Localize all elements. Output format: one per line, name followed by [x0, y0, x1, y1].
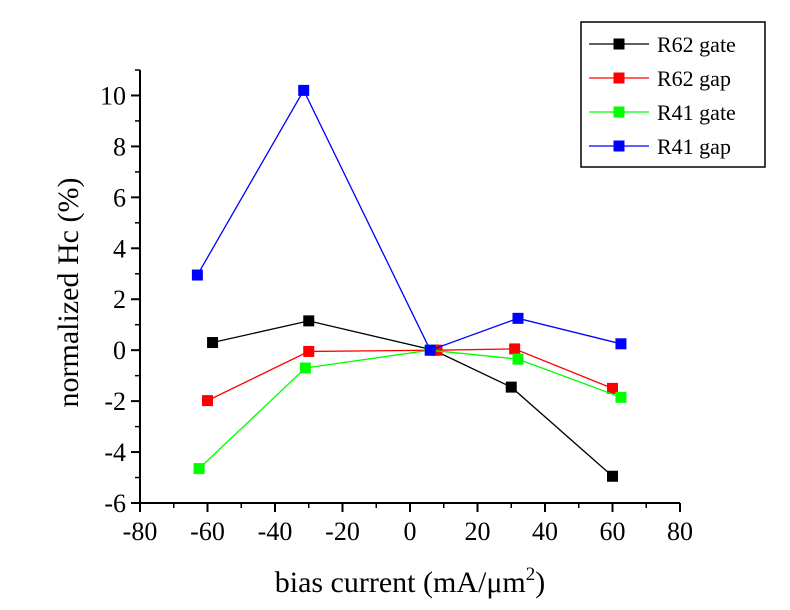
x-tick-label: -40	[258, 517, 293, 546]
series-1	[207, 315, 618, 482]
x-tick-label: -20	[325, 517, 360, 546]
data-point	[303, 345, 315, 357]
legend-marker	[613, 38, 625, 50]
legend-marker	[613, 106, 625, 118]
series-layer	[191, 84, 627, 482]
data-point	[298, 84, 310, 96]
y-tick-label: -4	[104, 438, 126, 467]
data-point	[299, 362, 311, 374]
data-point	[424, 344, 436, 356]
series-line	[198, 349, 622, 470]
data-point	[303, 315, 315, 327]
data-point	[505, 381, 517, 393]
legend-marker	[613, 140, 625, 152]
series-line	[207, 348, 613, 402]
series-3	[193, 344, 627, 475]
data-point	[512, 353, 524, 365]
legend-label: R41 gap	[657, 134, 731, 159]
data-point	[431, 344, 443, 356]
data-point	[615, 338, 627, 350]
y-tick-label: -2	[104, 387, 126, 416]
y-tick-label: 0	[113, 336, 126, 365]
x-axis-title: bias current (mA/μm2)	[275, 564, 546, 599]
series-2	[202, 343, 618, 407]
x-tick-label: -80	[123, 517, 158, 546]
x-tick-label: -60	[190, 517, 225, 546]
data-point	[607, 382, 618, 394]
legend-label: R62 gap	[657, 66, 731, 91]
x-tick-label: 80	[667, 517, 693, 546]
x-tick-label: 60	[600, 517, 626, 546]
data-point	[509, 343, 521, 355]
data-point	[202, 395, 213, 407]
data-point	[191, 269, 203, 281]
y-tick-label: 6	[113, 183, 126, 212]
x-tick-label: 0	[404, 517, 417, 546]
data-point	[512, 312, 524, 324]
y-tick-label: 4	[113, 234, 126, 263]
data-point	[207, 337, 219, 349]
data-point	[607, 470, 618, 482]
series-4	[191, 84, 627, 356]
legend-label: R62 gate	[657, 32, 736, 57]
data-point	[615, 391, 627, 403]
legend-label: R41 gate	[657, 100, 736, 125]
y-tick-label: 2	[113, 285, 126, 314]
data-point	[193, 463, 205, 475]
legend-marker	[613, 72, 625, 84]
x-tick-label: 40	[532, 517, 558, 546]
legend-box	[580, 21, 766, 168]
y-tick-label: -6	[104, 489, 126, 518]
series-line	[196, 88, 622, 351]
y-axis-title: normalized Hc (%)	[52, 178, 85, 408]
x-tick-label: 20	[465, 517, 491, 546]
y-tick-label: 8	[113, 132, 126, 161]
y-tick-label: 10	[100, 81, 126, 110]
legend: R62 gate R62 gap R41 gate R41 gap	[580, 21, 766, 168]
